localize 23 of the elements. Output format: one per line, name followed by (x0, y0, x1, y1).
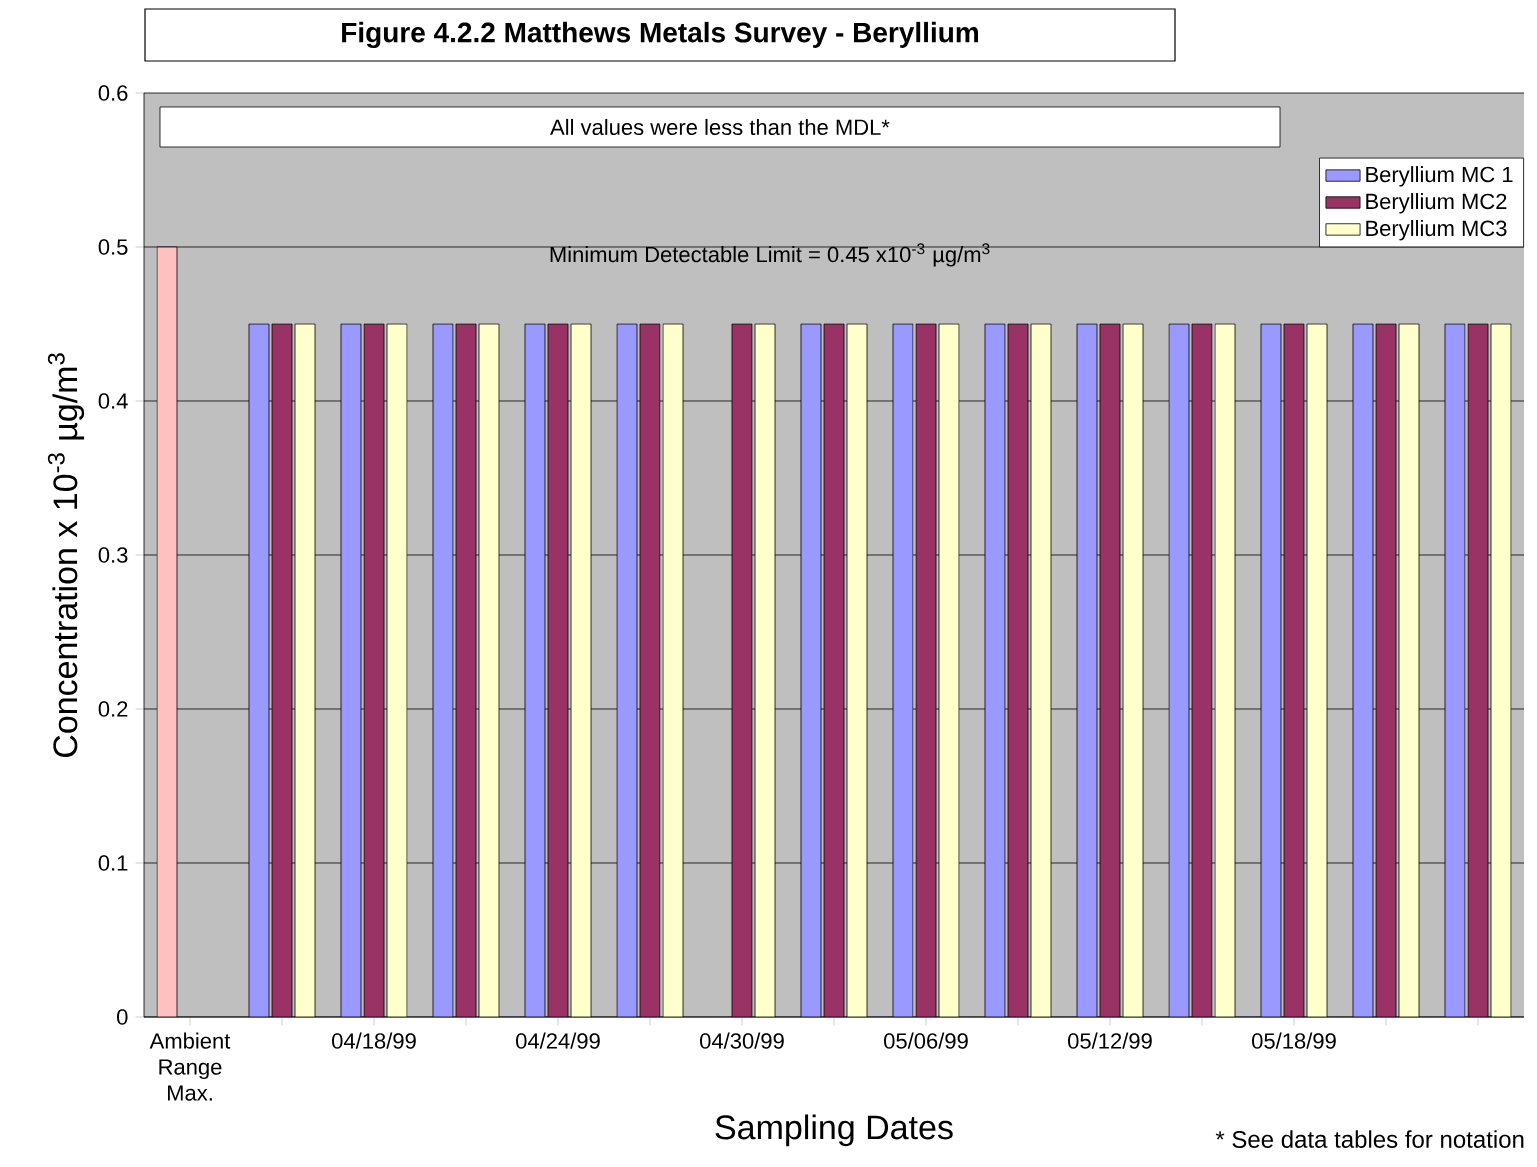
x-tick-label: 04/24/99 (516, 1032, 600, 1049)
text: * See data tables for notation (1215, 1130, 1524, 1148)
y-tick-label: 0.3 (98, 547, 128, 563)
x-tick-label: 05/06/99 (884, 1032, 968, 1049)
y-tick-label: 0.6 (98, 85, 128, 101)
legend-label: Beryllium MC2 (1366, 193, 1507, 214)
chart-title: Figure 4.2.2 Matthews Metals Survey - Beryllium (342, 21, 979, 49)
annotation: All values were less than the MDL* (550, 118, 890, 136)
legend-label: Beryllium MC3 (1366, 219, 1507, 241)
x-tick-label: 05/18/99 (1252, 1032, 1336, 1049)
annotation: Minimum Detectable Limit = 0.45 x10$^{-3}$ µg/m$^{3}$ (550, 243, 990, 267)
y-tick-label: 0.1 (98, 855, 128, 871)
x-tick-label: 05/12/99 (1068, 1032, 1152, 1049)
y-tick-label: 0.5 (98, 239, 128, 255)
legend-label: Beryllium MC 1 (1366, 166, 1513, 187)
x-tick-label: Ambient Range Max. (149, 1032, 231, 1101)
y-tick-label: 0 (117, 1009, 128, 1025)
y-tick-label: 0.4 (98, 393, 128, 409)
x-tick-label: 04/30/99 (700, 1032, 784, 1049)
y-axis-title: Concentration x 10$^{-3}$ µg/m$^{3}$ (47, 353, 85, 758)
x-tick-label: 04/18/99 (332, 1032, 416, 1049)
y-tick-label: 0.2 (98, 701, 128, 717)
x-axis-title: Sampling Dates (715, 1114, 953, 1147)
